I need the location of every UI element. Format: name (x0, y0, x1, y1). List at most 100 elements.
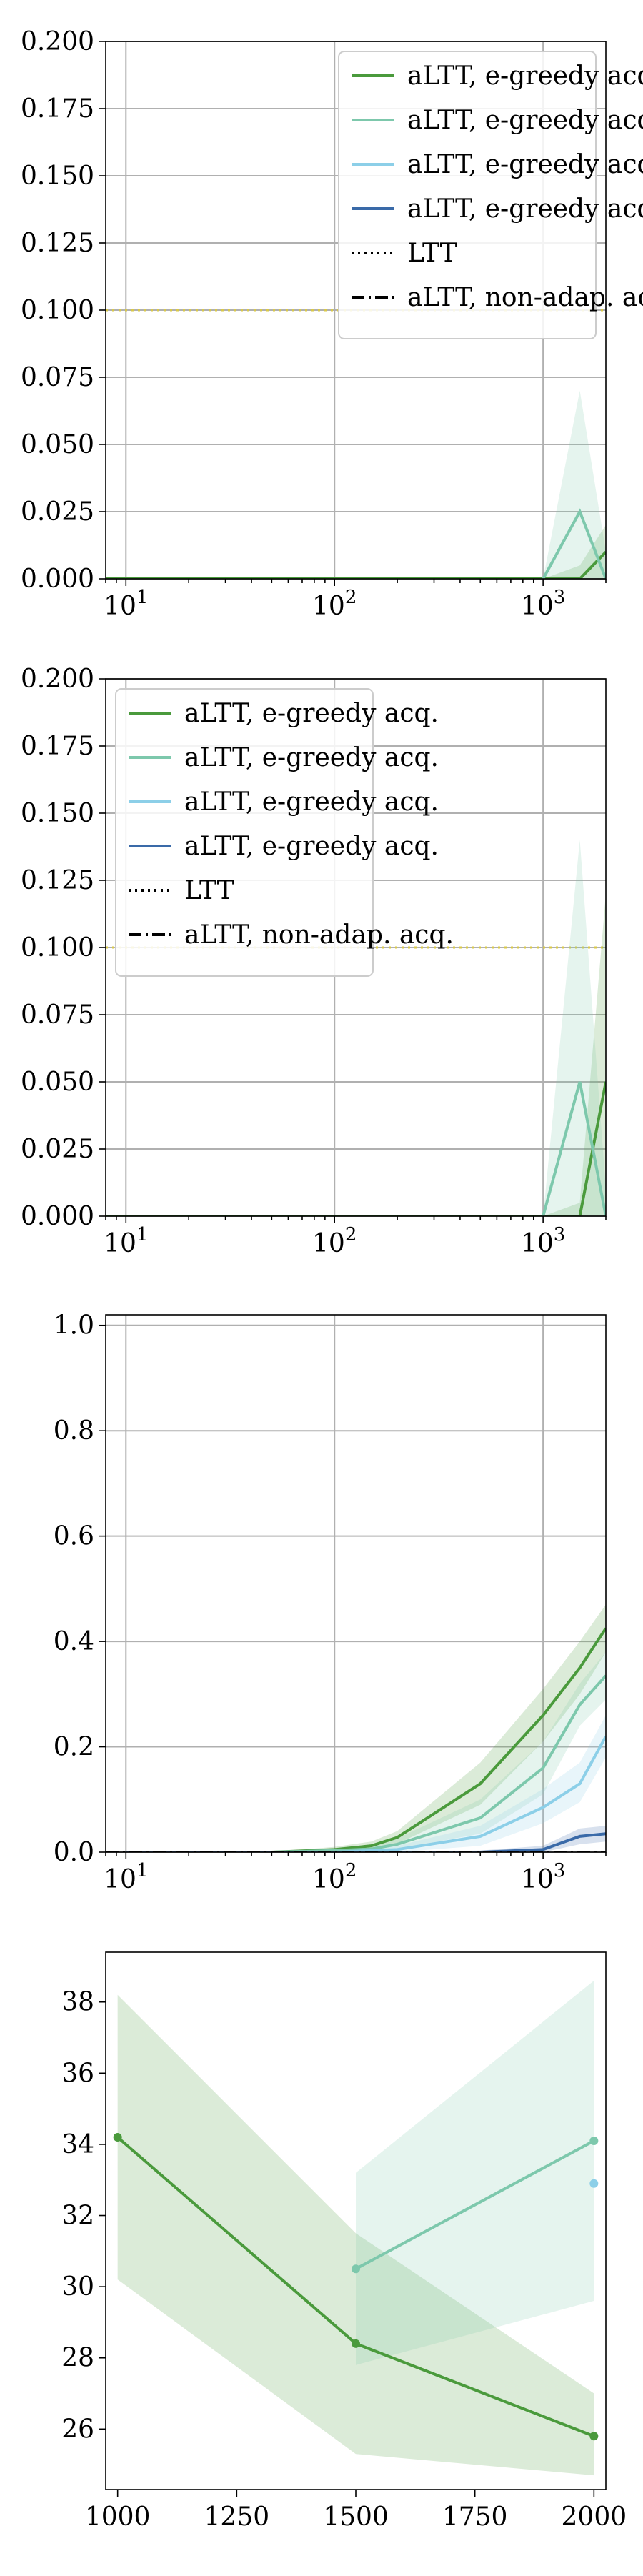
series-line-1 (126, 1627, 606, 1852)
series-line-2 (126, 1674, 606, 1852)
legend-label: aLTT, e-greedy acq. (407, 194, 643, 224)
y-tick-label: 0.125 (21, 866, 94, 895)
x-tick-label: 102 (312, 1860, 357, 1894)
y-tick-label: 0.6 (54, 1522, 94, 1551)
y-tick-label: 0.025 (21, 497, 94, 527)
y-tick-label: 0.100 (21, 296, 94, 325)
y-tick-label: 0.000 (21, 565, 94, 594)
y-tick-label: 0.150 (21, 799, 94, 828)
legend-label: aLTT, e-greedy acq. (184, 699, 439, 728)
x-tick-label-exponent: 1 (136, 1860, 149, 1881)
confidence-band-2 (543, 390, 606, 579)
x-tick-label-base: 10 (521, 592, 554, 621)
x-tick-label: 101 (104, 1224, 148, 1258)
data-point (352, 2264, 360, 2274)
confidence-band-2 (356, 1980, 594, 2365)
x-tick-label-base: 10 (521, 1865, 554, 1894)
x-tick-label-base: 10 (312, 592, 345, 621)
x-tick-label: 101 (104, 1860, 148, 1894)
series-line-2 (542, 508, 606, 579)
x-tick-label: 102 (312, 1224, 357, 1258)
y-tick-label: 1.0 (54, 1311, 94, 1341)
x-tick-label-exponent: 1 (136, 1224, 149, 1245)
legend: aLTT, e-greedy acq. aLTT, e-greedy acq. aL… (338, 51, 643, 339)
x-tick-label: 1750 (442, 2502, 508, 2532)
legend-label: aLTT, non-adap. acq. (407, 283, 643, 312)
series-line-4 (126, 1832, 606, 1852)
data-point (589, 2179, 599, 2188)
x-tick-label-base: 10 (312, 1229, 345, 1258)
legend-label: aLTT, e-greedy acq. (184, 743, 439, 772)
y-tick-label: 0.000 (21, 1202, 94, 1231)
plot-area (113, 1980, 599, 2476)
panel-2: 101 102 1030.0000.0250.0500.0750.1000.1250… (21, 665, 607, 1258)
panel-1: 101 102 1030.0000.0250.0500.0750.1000.1250… (21, 27, 643, 621)
y-tick-label: 0.075 (21, 363, 94, 392)
y-tick-label: 36 (61, 2059, 94, 2088)
y-tick-label: 0.8 (54, 1416, 94, 1446)
data-point (589, 2136, 599, 2145)
y-tick-label: 0.175 (21, 732, 94, 761)
x-tick-label-exponent: 2 (345, 587, 357, 608)
legend-label: aLTT, e-greedy acq. (407, 61, 643, 91)
plot-area (106, 840, 606, 1216)
x-tick-label: 101 (104, 587, 148, 621)
confidence-band-1 (126, 1604, 606, 1852)
y-tick-label: 28 (61, 2344, 94, 2373)
confidence-band-2 (543, 840, 606, 1216)
x-tick-label: 1500 (323, 2502, 389, 2532)
y-tick-label: 0.4 (54, 1627, 94, 1656)
y-tick-label: 0.200 (21, 665, 94, 694)
y-tick-label: 30 (61, 2272, 94, 2302)
y-tick-label: 0.100 (21, 933, 94, 963)
legend-label: aLTT, non-adap. acq. (184, 920, 454, 950)
axes-frame (105, 1314, 607, 1853)
plot-area (106, 309, 606, 579)
y-tick-label: 0.150 (21, 161, 94, 191)
x-tick-label-base: 10 (521, 1229, 554, 1258)
legend: aLTT, e-greedy acq. aLTT, e-greedy acq. aL… (115, 688, 454, 977)
legend-label: aLTT, e-greedy acq. (407, 106, 643, 135)
y-tick-label: 34 (61, 2130, 94, 2159)
x-tick-label: 103 (521, 1860, 565, 1894)
y-tick-label: 38 (61, 1988, 94, 2017)
y-tick-label: 0.125 (21, 229, 94, 258)
x-tick-label-exponent: 1 (136, 587, 149, 608)
series-line-3 (126, 1735, 606, 1852)
x-tick-label: 1250 (204, 2502, 270, 2532)
y-tick-label: 0.050 (21, 1068, 94, 1097)
data-point (113, 2132, 122, 2142)
legend-box (115, 688, 374, 977)
confidence-band-1 (106, 524, 606, 579)
series-line-1 (106, 551, 606, 579)
plot-area (106, 1604, 606, 1852)
y-tick-label: 0.025 (21, 1135, 94, 1164)
x-tick-label-base: 10 (312, 1865, 345, 1894)
legend-label: aLTT, e-greedy acq. (407, 150, 643, 179)
y-tick-label: 0.200 (21, 27, 94, 56)
x-tick-label: 2000 (562, 2502, 627, 2532)
data-point (352, 2339, 360, 2348)
x-tick-label-exponent: 2 (345, 1860, 357, 1881)
x-tick-label-exponent: 3 (554, 587, 566, 608)
y-tick-label: 0.175 (21, 94, 94, 124)
x-tick-label: 102 (312, 587, 357, 621)
x-tick-label-exponent: 3 (554, 1860, 566, 1881)
series-line-2 (542, 1081, 606, 1216)
x-tick-label: 103 (521, 1224, 565, 1258)
legend-label: aLTT, e-greedy acq. (184, 832, 439, 861)
y-tick-label: 0.050 (21, 430, 94, 459)
y-tick-label: 0.075 (21, 1000, 94, 1030)
y-tick-label: 26 (61, 2415, 94, 2444)
x-tick-label: 1000 (85, 2502, 151, 2532)
confidence-band-2 (126, 1651, 606, 1852)
y-tick-label: 0.0 (54, 1838, 94, 1867)
legend-label: aLTT, e-greedy acq. (184, 787, 439, 817)
y-tick-label: 32 (61, 2202, 94, 2231)
x-tick-label: 103 (521, 587, 565, 621)
panel-4: 1000 1250 1500 1750 2000 26 28 30 32 34 36 38 (61, 1951, 627, 2532)
x-tick-label-base: 10 (104, 1229, 136, 1258)
x-tick-label-exponent: 2 (345, 1224, 357, 1245)
